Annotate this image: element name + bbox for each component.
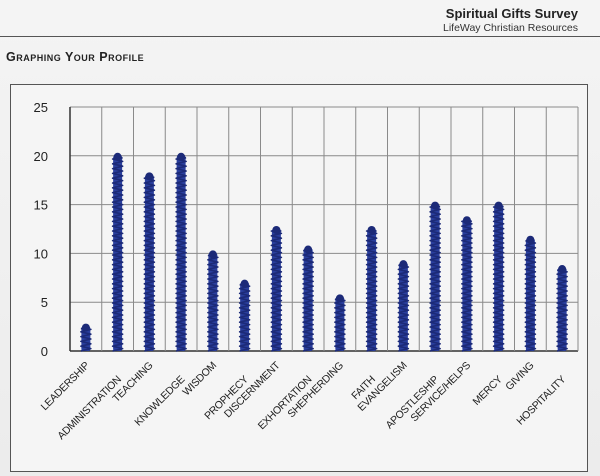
bar-cap bbox=[399, 260, 408, 269]
bar-strokes bbox=[524, 239, 537, 352]
bar-strokes bbox=[492, 205, 505, 352]
bar-cap bbox=[462, 216, 471, 225]
bar-prophecy bbox=[238, 279, 251, 352]
y-tick-label: 0 bbox=[41, 344, 48, 359]
bar-evangelism bbox=[397, 260, 410, 352]
bar-shepherding bbox=[334, 294, 346, 352]
bar-cap bbox=[367, 226, 376, 234]
bar-cap bbox=[431, 201, 440, 210]
bar-knowledge bbox=[175, 152, 187, 352]
x-axis-labels: LEADERSHIPADMINISTRATIONTEACHINGKNOWLEDG… bbox=[39, 359, 569, 442]
bar-cap bbox=[177, 152, 186, 161]
bar-strokes bbox=[334, 298, 346, 352]
header-title: Spiritual Gifts Survey bbox=[445, 6, 578, 21]
section-title: Graphing Your Profile bbox=[6, 50, 145, 64]
bar-cap bbox=[526, 235, 535, 244]
bar-cap bbox=[558, 265, 567, 274]
bar-strokes bbox=[397, 264, 410, 352]
bar-cap bbox=[335, 294, 344, 303]
bar-hospitality bbox=[556, 265, 568, 352]
header-subtitle: LifeWay Christian Resources bbox=[443, 22, 578, 34]
bar-teaching bbox=[143, 172, 156, 352]
bar-faith bbox=[365, 226, 378, 352]
bar-leadership bbox=[80, 323, 92, 352]
bar-cap bbox=[81, 323, 90, 332]
bar-cap bbox=[145, 172, 154, 181]
bar-strokes bbox=[143, 176, 156, 352]
bar-strokes bbox=[175, 157, 187, 352]
bar-administration bbox=[111, 152, 124, 352]
bar-cap bbox=[494, 201, 503, 210]
bar-cap bbox=[304, 245, 313, 254]
y-tick-label: 25 bbox=[34, 100, 48, 115]
y-axis-ticks: 0 5 10 15 20 25 bbox=[34, 100, 48, 359]
x-tick-label: MERCY bbox=[471, 373, 505, 407]
grid-layer bbox=[69, 106, 579, 352]
bars-layer bbox=[80, 152, 568, 352]
header-divider bbox=[0, 36, 600, 37]
bar-cap bbox=[240, 279, 249, 288]
y-tick-label: 20 bbox=[34, 149, 48, 164]
bar-service-helps bbox=[461, 216, 473, 352]
bar-strokes bbox=[111, 157, 124, 352]
bar-strokes bbox=[238, 283, 251, 352]
bar-strokes bbox=[207, 254, 219, 352]
y-tick-label: 10 bbox=[34, 246, 48, 261]
bar-strokes bbox=[461, 220, 473, 352]
bar-strokes bbox=[302, 249, 314, 352]
bar-wisdom bbox=[207, 250, 219, 352]
x-tick-label: GIVING bbox=[503, 360, 536, 393]
bar-discernment bbox=[270, 226, 283, 352]
chart-frame bbox=[10, 84, 588, 472]
bar-cap bbox=[272, 226, 281, 234]
bar-strokes bbox=[365, 230, 378, 352]
y-tick-label: 5 bbox=[41, 295, 48, 310]
y-tick-label: 15 bbox=[34, 198, 48, 213]
bar-cap bbox=[208, 250, 217, 259]
bar-apostleship bbox=[429, 201, 441, 352]
bar-strokes bbox=[270, 230, 283, 352]
bar-giving bbox=[524, 235, 537, 352]
bar-strokes bbox=[429, 205, 441, 352]
x-tick-label: WISDOM bbox=[180, 360, 219, 399]
bar-cap bbox=[113, 152, 122, 161]
bar-strokes bbox=[556, 269, 568, 352]
bar-mercy bbox=[492, 201, 505, 352]
bar-exhortation bbox=[302, 245, 314, 352]
